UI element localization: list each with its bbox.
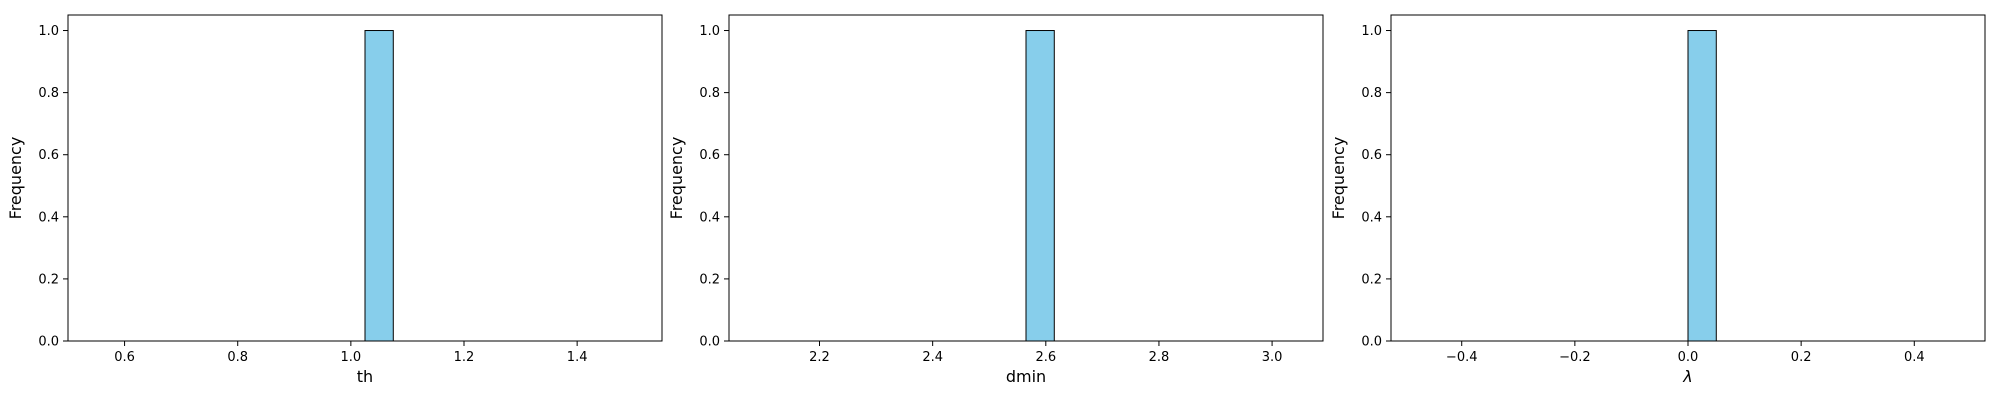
- chart-panel-3: −0.4 −0.2 0.0 0.2 0.4 0.0 0.2 0.4 0.6 0.8 1.0 λ Freq…: [1329, 14, 1986, 386]
- y-tick-label: 0.6: [1361, 148, 1382, 163]
- x-tick-label: 2.2: [809, 350, 830, 365]
- x-tick-label: −0.2: [1559, 350, 1591, 365]
- x-axis-label: dmin: [1006, 367, 1046, 386]
- x-tick-label: 3.0: [1262, 350, 1283, 365]
- x-tick-label: 0.0: [1678, 350, 1699, 365]
- x-axis-label: λ: [1682, 367, 1692, 386]
- histogram-bar: [364, 30, 394, 342]
- histogram-bar: [1025, 30, 1055, 342]
- y-tick-label: 0.0: [1361, 335, 1382, 350]
- y-tick-label: 0.2: [699, 272, 720, 287]
- y-tick-label: 0.8: [1361, 86, 1382, 101]
- x-axis-label: th: [357, 367, 373, 386]
- y-tick-label: 0.0: [38, 335, 59, 350]
- y-tick-label: 0.6: [38, 148, 59, 163]
- y-axis-label: Frequency: [1329, 137, 1348, 220]
- y-tick-label: 0.4: [1361, 210, 1382, 225]
- y-tick-label: 0.0: [699, 335, 720, 350]
- y-tick-label: 0.8: [38, 86, 59, 101]
- axes-frame: [67, 14, 663, 342]
- x-tick-label: 0.4: [1904, 350, 1925, 365]
- x-tick-label: 2.4: [922, 350, 943, 365]
- y-tick-label: 0.4: [699, 210, 720, 225]
- y-tick-label: 0.2: [1361, 272, 1382, 287]
- x-tick-label: 0.6: [114, 350, 135, 365]
- y-tick-label: 1.0: [699, 24, 720, 39]
- chart-panel-1: 0.6 0.8 1.0 1.2 1.4 0.0 0.2 0.4 0.6 0.8 1.0 th Frequ…: [6, 14, 663, 386]
- y-tick-label: 1.0: [38, 24, 59, 39]
- x-tick-label: 0.8: [227, 350, 248, 365]
- y-tick-label: 1.0: [1361, 24, 1382, 39]
- x-tick-label: 1.4: [567, 350, 588, 365]
- x-tick-label: 1.2: [454, 350, 475, 365]
- x-tick-label: 1.0: [341, 350, 362, 365]
- axes-frame: [728, 14, 1324, 342]
- x-tick-label: 2.6: [1035, 350, 1056, 365]
- x-tick-label: 2.8: [1149, 350, 1170, 365]
- y-axis-label: Frequency: [6, 137, 25, 220]
- y-tick-label: 0.2: [38, 272, 59, 287]
- y-tick-label: 0.6: [699, 148, 720, 163]
- y-tick-label: 0.8: [699, 86, 720, 101]
- x-tick-label: −0.4: [1446, 350, 1478, 365]
- y-axis-label: Frequency: [667, 137, 686, 220]
- y-tick-label: 0.4: [38, 210, 59, 225]
- x-tick-label: 0.2: [1791, 350, 1812, 365]
- chart-panel-2: 2.2 2.4 2.6 2.8 3.0 0.0 0.2 0.4 0.6 0.8 1.0 dmin Fre…: [667, 14, 1324, 386]
- histogram-bar: [1687, 30, 1717, 342]
